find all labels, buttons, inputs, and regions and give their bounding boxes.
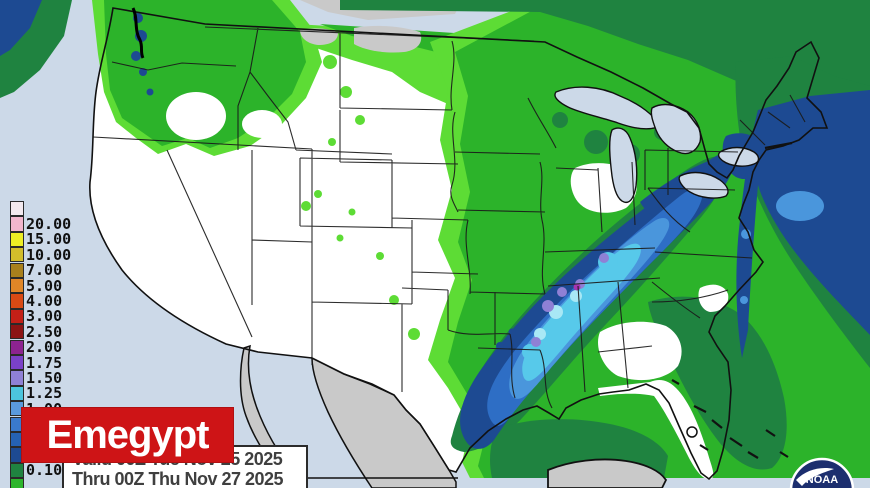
puget-sound (131, 7, 145, 59)
watermark-banner: Emegypt (22, 408, 233, 462)
us-outline (89, 7, 829, 481)
cuba (547, 458, 668, 488)
noaa-bird-icon (796, 468, 834, 486)
long-island (764, 141, 793, 150)
lake-michigan (609, 127, 638, 204)
noaa-logo: NOAA (786, 456, 858, 488)
lake-superior (554, 86, 661, 130)
offshore-blue-dot2 (740, 296, 748, 304)
georgia-precip-dark (648, 296, 787, 470)
ark-navy-specks (491, 328, 516, 365)
lake-erie (678, 171, 729, 199)
noaa-logo-text: NOAA (806, 474, 838, 486)
state-borders (92, 26, 806, 409)
bahamas-islands (671, 379, 789, 459)
watermark-text: Emegypt (46, 412, 210, 457)
cyan-blob2 (522, 344, 538, 360)
florida-dry (598, 380, 714, 480)
okeechobee (686, 426, 698, 438)
swath-cyan (522, 243, 641, 381)
valid-thru-text: Thru 00Z Thu Nov 27 2025 (72, 469, 284, 488)
id-dry-notch (242, 110, 282, 138)
offshore-navy (736, 90, 870, 358)
pacific-precip-navy (0, 0, 42, 56)
noaa-logo-graphic: NOAA (789, 457, 855, 488)
carolina-dry-patch (698, 284, 729, 312)
pnw-dry-notch (166, 92, 226, 140)
plains-precip-specks (301, 55, 420, 340)
ga-fl-dry-patch (598, 321, 682, 381)
offshore-blue-spot (776, 191, 824, 221)
magenta-speck (573, 283, 581, 291)
